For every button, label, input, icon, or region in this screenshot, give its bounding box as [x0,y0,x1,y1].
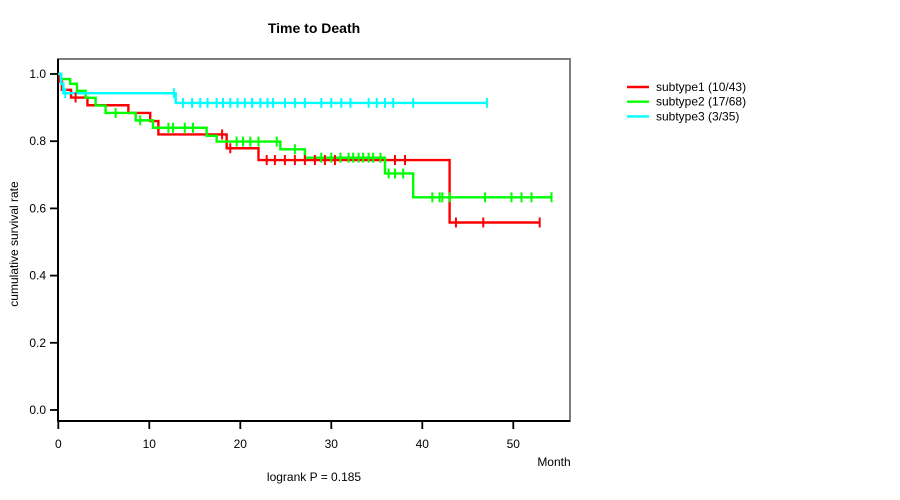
legend-item-label: subtype1 (10/43) [656,80,746,94]
x-tick-label: 10 [143,437,157,451]
x-tick-label: 30 [325,437,339,451]
x-tick-label: 0 [55,437,62,451]
legend: subtype1 (10/43)subtype2 (17/68)subtype3… [627,80,746,123]
y-tick-label: 1.0 [29,67,46,81]
legend-item: subtype3 (3/35) [627,109,739,123]
y-axis-label: cumulative survival rate [7,181,21,307]
legend-item: subtype1 (10/43) [627,80,746,94]
chart-title: Time to Death [268,20,360,36]
y-tick-label: 0.8 [29,134,46,148]
legend-item-label: subtype2 (17/68) [656,95,746,109]
survival-curves [58,72,552,224]
x-tick-label: 50 [507,437,521,451]
y-axis: 0.0 0.2 0.4 0.6 0.8 1.0 [29,67,58,417]
x-tick-label: 40 [416,437,430,451]
logrank-annotation: logrank P = 0.185 [267,470,362,484]
x-tick-label: 20 [234,437,248,451]
y-tick-label: 0.2 [29,336,46,350]
y-tick-label: 0.0 [29,403,46,417]
legend-item-label: subtype3 (3/35) [656,109,739,123]
curve-subtype3 [58,72,487,105]
x-axis: 0 10 20 30 40 50 [55,421,520,451]
censor-marks [64,88,553,228]
y-tick-label: 0.6 [29,201,46,215]
legend-item: subtype2 (17/68) [627,95,746,109]
curve-subtype2 [58,72,552,199]
curve-subtype1 [58,72,540,224]
y-tick-label: 0.4 [29,269,46,283]
x-axis-label: Month [537,455,570,469]
